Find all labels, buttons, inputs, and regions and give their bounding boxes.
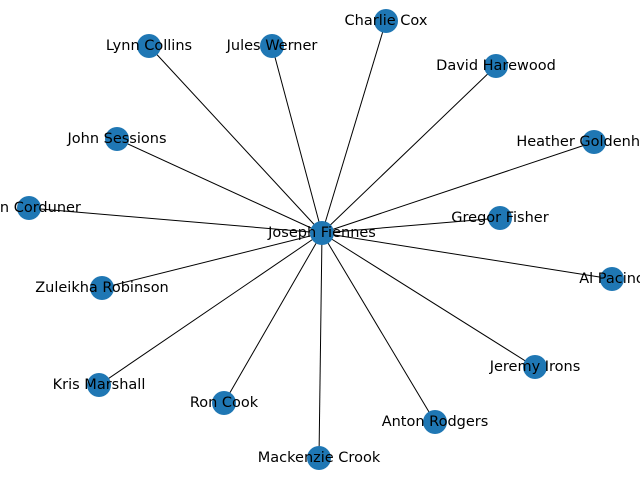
edge-al-pacino [321,232,613,280]
node-label-john-sessions: John Sessions [66,131,166,147]
node-label-jules-werner: Jules Werner [226,38,318,54]
nodes-layer [17,9,624,470]
node-jules-werner [260,34,284,58]
node-joseph-fiennes [310,221,334,245]
node-label-alan-corduner: Alan Corduner [0,200,81,216]
node-zuleikha-robinson [90,276,114,300]
node-label-charlie-cox: Charlie Cox [345,13,428,29]
node-label-ron-cook: Ron Cook [190,395,259,411]
edge-alan-corduner [28,207,323,234]
node-charlie-cox [374,9,398,33]
node-label-zuleikha-robinson: Zuleikha Robinson [35,280,169,296]
node-lynn-collins [137,34,161,58]
node-label-kris-marshall: Kris Marshall [53,377,146,393]
node-alan-corduner [17,196,41,220]
node-mackenzie-crook [307,446,331,470]
edge-charlie-cox [321,20,387,234]
node-label-joseph-fiennes: Joseph Fiennes [267,225,376,241]
node-ron-cook [212,391,236,415]
edge-kris-marshall [98,232,323,386]
labels-layer: Joseph Fiennes Lynn Collins Jules Werner Ch… [0,13,640,466]
node-heather-goldenhersh [582,130,606,154]
edge-david-harewood [321,65,497,234]
edge-gregor-fisher [321,217,501,234]
node-label-heather-goldenhersh: Heather Goldenhersh [516,134,640,150]
node-label-mackenzie-crook: Mackenzie Crook [258,450,381,466]
edge-anton-rodgers [321,232,436,423]
node-label-anton-rodgers: Anton Rodgers [382,414,489,430]
node-david-harewood [484,54,508,78]
edge-john-sessions [116,138,323,234]
node-label-gregor-fisher: Gregor Fisher [451,210,548,226]
node-label-david-harewood: David Harewood [436,58,556,74]
edge-heather-goldenhersh [321,141,595,234]
edge-ron-cook [223,232,323,404]
edges-layer [28,20,613,459]
node-kris-marshall [87,373,111,397]
edge-mackenzie-crook [318,232,323,459]
node-label-al-pacino: Al Pacino [579,271,640,287]
node-john-sessions [105,127,129,151]
node-label-jeremy-irons: Jeremy Irons [489,359,581,375]
node-gregor-fisher [488,206,512,230]
edge-lynn-collins [148,45,323,234]
edge-zuleikha-robinson [101,232,323,289]
node-label-lynn-collins: Lynn Collins [106,38,192,54]
node-jeremy-irons [523,355,547,379]
edge-jules-werner [271,45,323,234]
node-al-pacino [600,267,624,291]
edge-jeremy-irons [321,232,536,368]
node-anton-rodgers [423,410,447,434]
